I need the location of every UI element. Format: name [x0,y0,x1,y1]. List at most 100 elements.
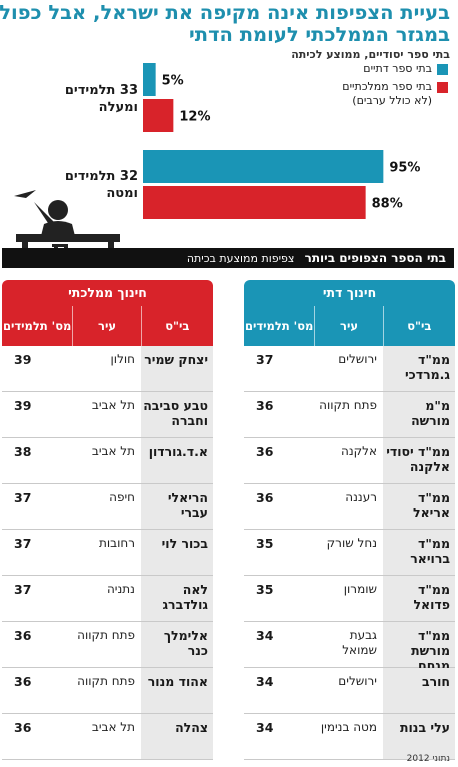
city-name: פתח תקווה [77,628,135,642]
table-row: ממ"ד ג.מרדכי ירושלים 37 [244,346,455,392]
student-count: 36 [256,444,274,459]
col-header-city: עיר [73,306,142,346]
school-name: ממ"ד ג.מרדכי [383,346,455,391]
student-count: 37 [14,490,32,505]
school-name: ממ"ד אריאל [383,484,455,529]
student-count: 36 [256,490,274,505]
student-count: 36 [256,398,274,413]
category-label: 32 תלמידים ומטה [65,168,138,202]
table-row: ממ"ד פדואל שומרון 35 [244,576,455,622]
category-label-line: 32 תלמידים [64,169,138,184]
city-name: נתניה [106,582,135,596]
table-row: מ"מ מורשה פתח תקווה 36 [244,392,455,438]
city-name: רחובות [99,536,135,550]
table-row: ממ"ד מורשת מנחם גבעת שמואל 34 [244,622,455,673]
legend-item: בתי ספר ממלכתיים (לא כולל ערבים) [342,80,448,108]
city-name: תל אביב [91,398,135,412]
table-dati-title: חינוך דתי [244,280,455,306]
title-line-1: בעיית הצפיפות אינה מקיפה את ישראל, אבל כ… [0,1,450,24]
legend-item: בתי ספר דתיים [363,62,448,76]
table-row: א.ד.גורדון תל אביב 38 [2,438,213,484]
school-name: הריאלי עברי [141,484,213,529]
table-dati-header: בי"ס עיר מס' תלמידים [244,306,455,346]
city-name: אלקנה [341,444,377,458]
page-title: בעיית הצפיפות אינה מקיפה את ישראל, אבל כ… [0,1,450,46]
section-title-bold: בתי הספר הצפופים ביותר [304,251,446,265]
school-name: חורב [383,668,455,713]
school-name: ממ"ד פדואל [383,576,455,621]
legend-label: בתי ספר ממלכתיים [342,80,432,93]
table-dati: חינוך דתי בי"ס עיר מס' תלמידים ממ"ד ג.מר… [244,280,455,760]
category-label-line: 33 תלמידים [64,83,138,98]
city-name: פתח תקווה [77,674,135,688]
bar-value-label: 5% [162,74,184,89]
bar-chart: 5% 95% 12% 88% [143,63,420,219]
table-mamlachti-title: חינוך ממלכתי [2,280,213,306]
table-row: יצחק שמיר חולון 39 [2,346,213,392]
col-header-city: עיר [315,306,384,346]
student-count: 34 [256,628,274,643]
student-count: 37 [256,352,274,367]
student-count: 34 [256,674,274,689]
city-name: פתח תקווה [319,398,377,412]
legend-swatch [437,82,448,93]
category-label-line: ומטה [106,186,138,201]
table-row: צהלה תל אביב 36 [2,714,213,760]
table-mamlachti-body: יצחק שמיר חולון 39 טבע סביבה וחברה תל אביב 39… [2,346,213,760]
student-count: 35 [256,536,274,551]
table-row: ממ"ד אריאל רעננה 36 [244,484,455,530]
school-name: צהלה [141,714,213,759]
student-count: 39 [14,352,32,367]
city-name: ירושלים [338,674,377,688]
city-name: שומרון [343,582,377,596]
student-count: 36 [14,628,32,643]
city-name: חיפה [109,490,135,504]
source-note: נתוני 2012 [406,754,450,764]
title-line-2: במגזר הממלכתי לעומת הדתי [189,23,450,46]
school-name: א.ד.גורדון [141,438,213,483]
student-count: 38 [14,444,32,459]
bar-value-label: 95% [389,161,420,176]
school-name: אלימלך כנר [141,622,213,667]
city-name: מטה בנימין [320,720,377,734]
table-row: לאה גולדברג נתניה 37 [2,576,213,622]
student-count: 35 [256,582,274,597]
table-dati-body: ממ"ד ג.מרדכי ירושלים 37 מ"מ מורשה פתח תקווה 3… [244,346,455,760]
category-label: 33 תלמידים ומעלה [65,82,138,116]
page-subtitle: בתי ספר יסודיים, ממוצע לכיתה [291,48,450,61]
table-row: חורב ירושלים 34 [244,668,455,714]
table-row: ממ"ד ברויאר נחל שורק 35 [244,530,455,576]
table-row: הריאלי עברי חיפה 37 [2,484,213,530]
student-count: 36 [14,674,32,689]
table-row: אהוד מנור פתח תקווה 36 [2,668,213,714]
bar-value-label: 88% [372,197,403,212]
student-count: 36 [14,720,32,735]
bar [143,186,366,219]
school-name: מ"מ מורשה [383,392,455,437]
bar-value-label: 12% [179,110,210,125]
student-count: 39 [14,398,32,413]
school-name: בכור לוי [141,530,213,575]
section-title-rest: צפיפות ממוצעת בכיתה [186,252,295,265]
school-name: ממ"ד מורשת מנחם [383,622,455,673]
table-row: ממ"ד יסודי אלקנה אלקנה 36 [244,438,455,484]
city-name: רעננה [345,490,377,504]
city-name: נחל שורק [326,536,377,550]
legend-swatch [437,64,448,75]
table-mamlachti: חינוך ממלכתי בי"ס עיר מס' תלמידים יצחק ש… [2,280,213,760]
legend-label: בתי ספר דתיים [363,62,432,75]
city-name: גבעת שמואל [342,628,377,657]
bar [143,99,174,132]
category-label-line: ומעלה [98,100,138,115]
school-name: ממ"ד ברויאר [383,530,455,575]
school-name: ממ"ד יסודי אלקנה [383,438,455,483]
city-name: ירושלים [338,352,377,366]
col-header-count: מס' תלמידים [2,306,74,346]
bar [143,63,156,96]
col-header-count: מס' תלמידים [244,306,316,346]
city-name: חולון [110,352,135,366]
bar [143,150,384,183]
col-header-school: בי"ס [407,319,432,333]
student-count: 34 [256,720,274,735]
school-name: לאה גולדברג [141,576,213,621]
